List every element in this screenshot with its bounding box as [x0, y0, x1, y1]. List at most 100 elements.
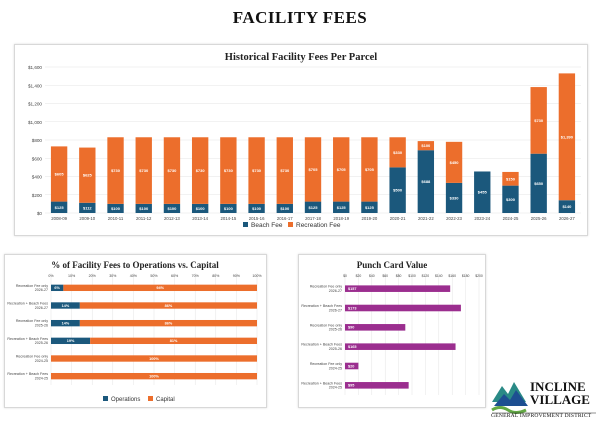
data-label-beach: $330 — [450, 195, 460, 200]
historical-fees-chart: Historical Facility Fees Per Parcel $0 $20… — [14, 44, 588, 236]
bar-beach-fee — [558, 200, 576, 213]
bar-recreation-fee — [361, 137, 378, 202]
legend-label-recreation: Recreation Fee — [296, 222, 341, 229]
operations-capital-svg: % of Facility Fees to Operations vs. Cap… — [7, 260, 262, 403]
data-label-recreation: $730 — [139, 168, 149, 173]
data-label-capital: 94% — [156, 286, 164, 290]
y-tick-label: $1,600 — [28, 65, 42, 70]
bar-recreation-fee — [220, 137, 237, 204]
bar-recreation-fee — [79, 147, 96, 203]
x-tick-label: 100% — [252, 274, 262, 278]
legend-swatch-beach — [243, 222, 248, 227]
operations-capital-chart: % of Facility Fees to Operations vs. Cap… — [4, 254, 267, 408]
x-tick-label: 2022-23 — [446, 216, 462, 221]
x-tick-label: 80% — [212, 274, 220, 278]
data-label-beach: $100 — [252, 206, 262, 211]
y-tick-label-year: 2024-25 — [329, 366, 342, 370]
y-tick-label: $1,200 — [28, 102, 42, 107]
bar-beach-fee — [79, 202, 96, 213]
x-tick-label: 2021-22 — [418, 216, 434, 221]
data-label-recreation: $625 — [83, 173, 93, 178]
bar-operations — [51, 337, 91, 345]
data-label-recreation: $450 — [450, 160, 460, 165]
bar-operations — [51, 302, 80, 309]
bar-recreation-fee — [276, 137, 293, 204]
x-tick-label: 2013-14 — [192, 216, 208, 221]
y-tick-label-year: 2025-26 — [35, 324, 48, 328]
data-label-punch: $173 — [348, 306, 356, 310]
x-tick-label: 2024-25 — [503, 216, 519, 221]
data-label-beach: $100 — [224, 206, 234, 211]
bar-recreation-fee — [333, 137, 350, 202]
x-tick-label: 2020-21 — [390, 216, 406, 221]
data-label-beach: $140 — [562, 204, 572, 209]
bar-beach-fee — [50, 201, 68, 213]
y-tick-label-year: 2024-25 — [329, 386, 342, 390]
bar-recreation-fee — [50, 146, 68, 202]
data-label-operations: 14% — [62, 304, 70, 308]
bar-capital — [51, 372, 257, 380]
y-tick-label-year: 2026-27 — [35, 288, 48, 292]
bar-recreation-fee — [502, 171, 519, 186]
data-label-capital: 86% — [165, 304, 173, 308]
data-label-recreation: $1,390 — [561, 134, 574, 139]
bar-capital — [79, 302, 257, 309]
data-label-capital: 100% — [149, 357, 159, 361]
y-tick-label: $1,000 — [28, 120, 42, 125]
chart-title: % of Facility Fees to Operations vs. Cap… — [51, 260, 219, 270]
bar-beach-fee — [135, 203, 152, 213]
x-tick-label: 70% — [192, 274, 200, 278]
bar-recreation-fee — [445, 141, 463, 183]
data-label-recreation: $730 — [167, 168, 177, 173]
data-label-recreation: $730 — [534, 118, 544, 123]
bar-beach-fee — [389, 167, 406, 213]
data-label-capital: 81% — [170, 339, 178, 343]
x-tick-label: $120 — [422, 274, 430, 278]
x-tick-label: 2019-20 — [362, 216, 378, 221]
data-label-recreation: $705 — [337, 167, 347, 172]
bar-operations — [51, 284, 64, 292]
data-label-beach: $125 — [337, 205, 347, 210]
x-tick-label: 2016-17 — [277, 216, 293, 221]
x-tick-label: 2017-18 — [305, 216, 321, 221]
bar-recreation-fee — [107, 137, 124, 204]
y-tick-label: Recreation + Beach Fees — [7, 372, 48, 376]
y-tick-label: $400 — [32, 175, 43, 180]
y-tick-label: Recreation Fee only — [16, 284, 48, 288]
chart-title: Historical Facility Fees Per Parcel — [225, 52, 377, 63]
data-label-recreation: $150 — [506, 176, 516, 181]
y-tick-label-year: 2025-26 — [329, 328, 342, 332]
x-tick-label: 0% — [48, 274, 54, 278]
data-label-recreation: $730 — [111, 168, 121, 173]
x-tick-label: $80 — [396, 274, 402, 278]
bar-beach-fee — [361, 201, 378, 213]
y-tick-label: Recreation + Beach Fees — [301, 381, 342, 385]
legend-label-operations: Operations — [111, 397, 140, 403]
y-tick-label-year: 2024-25 — [35, 359, 48, 363]
chart-title: Punch Card Value — [357, 260, 428, 270]
x-tick-label: 60% — [171, 274, 179, 278]
y-tick-label-year: 2025-26 — [329, 347, 342, 351]
bar-recreation-fee — [304, 137, 322, 202]
data-label-beach: $125 — [309, 205, 319, 210]
x-tick-label: 2012-13 — [164, 216, 180, 221]
bar-beach-fee — [445, 182, 463, 213]
historical-fees-svg: Historical Facility Fees Per Parcel $0 $20… — [28, 52, 581, 229]
bar-beach-fee — [530, 153, 547, 213]
bar-beach-fee — [248, 203, 265, 213]
data-label-punch: $95 — [348, 384, 354, 388]
bar-beach-fee — [474, 171, 491, 213]
x-tick-label: 2009-10 — [79, 216, 95, 221]
y-tick-label: Recreation + Beach Fees — [301, 343, 342, 347]
x-tick-label: 2010-11 — [108, 216, 124, 221]
data-label-recreation: $605 — [55, 171, 65, 176]
legend-swatch-recreation — [288, 222, 293, 227]
y-tick-label: $800 — [32, 138, 43, 143]
x-tick-label: $180 — [462, 274, 470, 278]
bar-beach-fee — [163, 203, 181, 213]
bar-beach-fee — [304, 201, 322, 213]
data-label-recreation: $730 — [224, 168, 234, 173]
page-title: FACILITY FEES — [232, 8, 368, 27]
bar-recreation-fee — [135, 137, 152, 204]
data-label-beach: $650 — [534, 181, 544, 186]
